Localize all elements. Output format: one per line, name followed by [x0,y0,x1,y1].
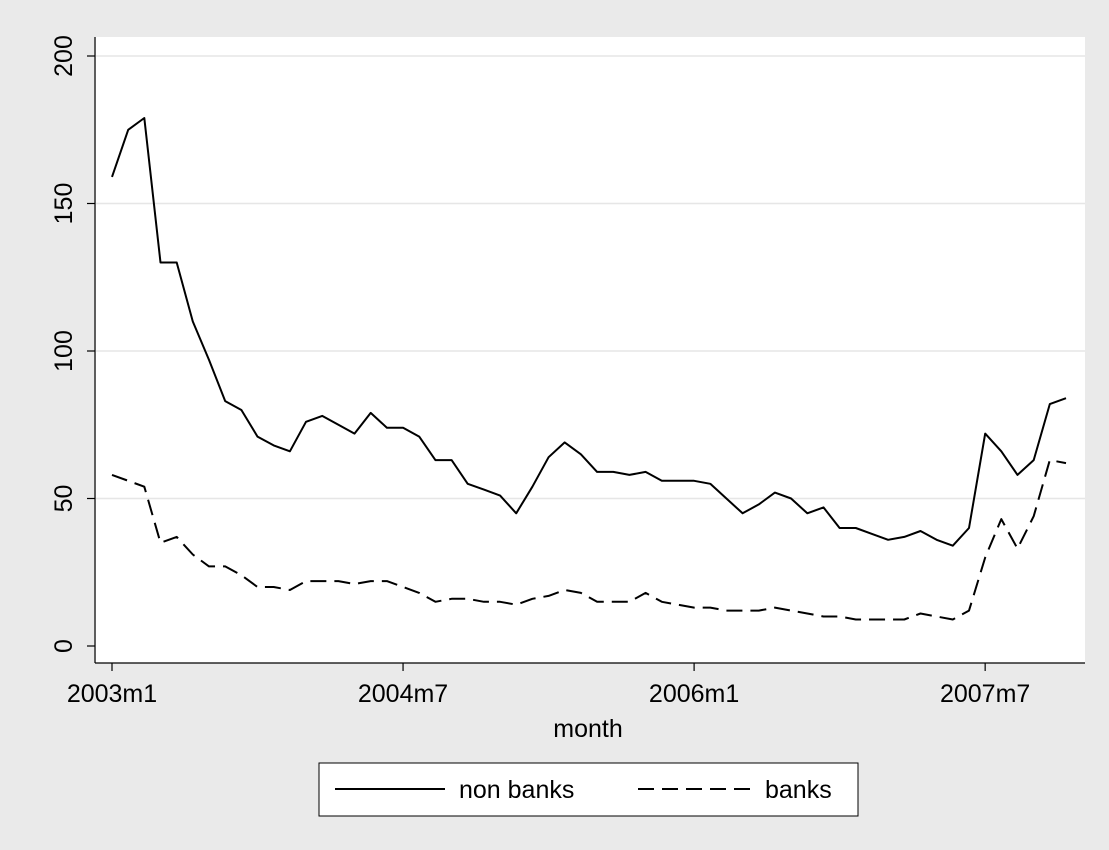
x-tick-label: 2006m1 [649,680,739,708]
plot-area [96,37,1085,663]
x-tick-label: 2003m1 [67,680,157,708]
x-axis-label: month [553,715,622,743]
y-tick-label: 100 [50,330,78,372]
y-tick-label: 0 [50,639,78,653]
series-lines [111,117,1067,621]
y-tick-label: 200 [50,35,78,77]
legend: non banks banks [318,762,859,817]
legend-label-banks: banks [765,776,832,804]
y-tick-label: 50 [50,485,78,513]
grid-lines [96,55,1085,500]
x-axis: 2003m1 2004m7 2006m1 2007m7 [67,662,1085,708]
x-tick-label: 2004m7 [358,680,448,708]
y-axis: 0 50 100 150 200 [50,35,96,663]
series-line-banks [111,459,1067,621]
legend-label-non-banks: non banks [459,776,574,804]
y-tick-label: 150 [50,183,78,225]
x-tick-label: 2007m7 [940,680,1030,708]
series-line-non-banks [111,117,1067,547]
